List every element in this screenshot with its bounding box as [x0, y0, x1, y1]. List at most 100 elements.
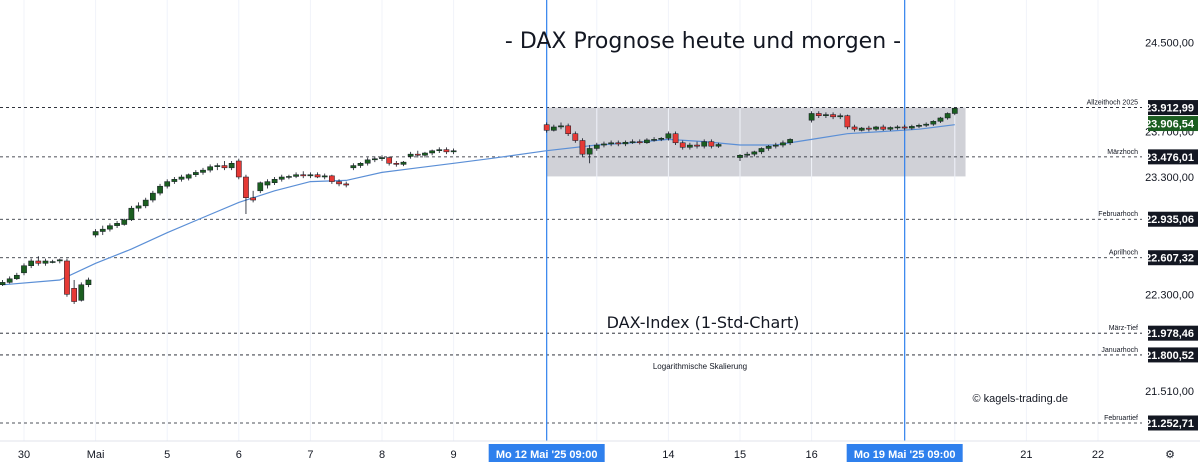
- level-name: Februarhoch: [1098, 211, 1138, 218]
- candle-body: [92, 231, 99, 236]
- candle-body: [142, 199, 149, 207]
- candle-body: [243, 176, 249, 198]
- candle-body: [171, 179, 178, 182]
- candle-body: [78, 284, 85, 301]
- x-tick-label: 9: [451, 449, 457, 461]
- settings-icon[interactable]: ⚙: [1160, 446, 1180, 462]
- candle-body: [894, 126, 901, 129]
- resistance-zone: [546, 107, 966, 177]
- candle-body: [550, 126, 557, 131]
- candle-body: [178, 176, 185, 180]
- x-tick-label: 8: [379, 449, 385, 461]
- level-name: März-Tief: [1109, 325, 1138, 332]
- time-marker-box: [846, 444, 963, 462]
- candle-body: [830, 114, 836, 118]
- x-tick-label: 15: [734, 449, 746, 461]
- candle-body: [651, 139, 657, 141]
- candle-body: [636, 141, 643, 144]
- candle-body: [916, 125, 922, 127]
- candle-body: [407, 153, 414, 157]
- candle-body: [737, 155, 743, 158]
- candle-body: [923, 123, 930, 126]
- y-tick-label: 24.500,00: [1145, 38, 1194, 50]
- candle-body: [99, 228, 106, 232]
- candle-body: [28, 260, 35, 266]
- time-marker-labels: Mo 12 Mai '25 09:00 Mo 19 Mai '25 09:00: [488, 444, 963, 462]
- candle-body: [114, 223, 120, 226]
- time-marker-label: Mo 12 Mai '25 09:00: [496, 449, 598, 461]
- x-tick-label: 5: [164, 449, 170, 461]
- candle-body: [64, 260, 70, 295]
- candle-body: [694, 144, 700, 147]
- candle-body: [701, 141, 708, 147]
- candle-body: [429, 150, 435, 154]
- candle-body: [558, 125, 564, 128]
- candle-body: [908, 126, 915, 129]
- candle-body: [672, 133, 679, 144]
- candle-body: [121, 219, 128, 225]
- candle-body: [436, 149, 443, 151]
- candle-body: [601, 143, 607, 146]
- candle-body: [687, 144, 693, 148]
- level-value-box: [1148, 149, 1198, 165]
- level-value-box: [1148, 325, 1198, 341]
- candle-body: [314, 174, 321, 178]
- candle-body: [278, 176, 285, 180]
- candle-body: [207, 166, 214, 171]
- x-tick-label: 22: [1092, 449, 1104, 461]
- candle-body: [622, 141, 629, 145]
- last-price-box: [1148, 116, 1198, 132]
- candle-body: [250, 197, 256, 201]
- copyright-text: © kagels-trading.de: [972, 393, 1068, 405]
- time-marker-label: Mo 19 Mai '25 09:00: [854, 449, 956, 461]
- level-value-box: [1148, 250, 1198, 266]
- level-value-label: 21.252,71: [1145, 418, 1194, 430]
- level-value-box: [1148, 415, 1198, 431]
- y-tick-label: 21.510,00: [1145, 386, 1194, 398]
- candle-body: [257, 182, 264, 192]
- candle-body: [579, 140, 586, 155]
- candle-body: [944, 113, 951, 119]
- candle-body: [422, 152, 428, 156]
- candle-body: [35, 260, 42, 264]
- candle-body: [930, 121, 937, 125]
- candle-body: [815, 113, 822, 116]
- level-value-box: [1148, 347, 1198, 363]
- candles: [0, 107, 958, 304]
- candle-body: [751, 151, 758, 155]
- level-name: Märzhoch: [1107, 149, 1138, 156]
- candle-body: [758, 148, 765, 153]
- candle-body: [765, 145, 772, 149]
- candle-body: [414, 153, 421, 156]
- candle-body: [708, 141, 715, 147]
- candle-body: [329, 175, 335, 182]
- candle-body: [937, 117, 944, 122]
- candle-body: [150, 192, 156, 201]
- candle-body: [49, 261, 56, 263]
- candle-body: [887, 127, 894, 130]
- level-value-label: 23.912,99: [1145, 103, 1194, 115]
- level-value-label: 22.935,06: [1145, 214, 1194, 226]
- x-tick-label: 16: [805, 449, 817, 461]
- candle-body: [844, 115, 851, 128]
- candle-body: [379, 157, 385, 159]
- candle-body: [85, 279, 92, 286]
- last-price-label: 23.906,54: [1145, 119, 1195, 131]
- candle-body: [393, 163, 400, 165]
- candle-body: [851, 126, 858, 130]
- candle-body: [658, 138, 665, 140]
- candle-body: [386, 157, 393, 164]
- candle-body: [56, 259, 63, 262]
- candle-body: [744, 153, 751, 156]
- candle-body: [873, 126, 879, 130]
- candle-body: [42, 260, 49, 264]
- candle-body: [615, 142, 622, 145]
- candle-body: [951, 108, 958, 114]
- candle-body: [286, 176, 292, 178]
- candle-body: [192, 172, 199, 175]
- candle-body: [644, 139, 650, 144]
- candle-body: [0, 282, 6, 286]
- y-tick-label: 23.300,00: [1145, 172, 1194, 184]
- candle-body: [343, 183, 350, 186]
